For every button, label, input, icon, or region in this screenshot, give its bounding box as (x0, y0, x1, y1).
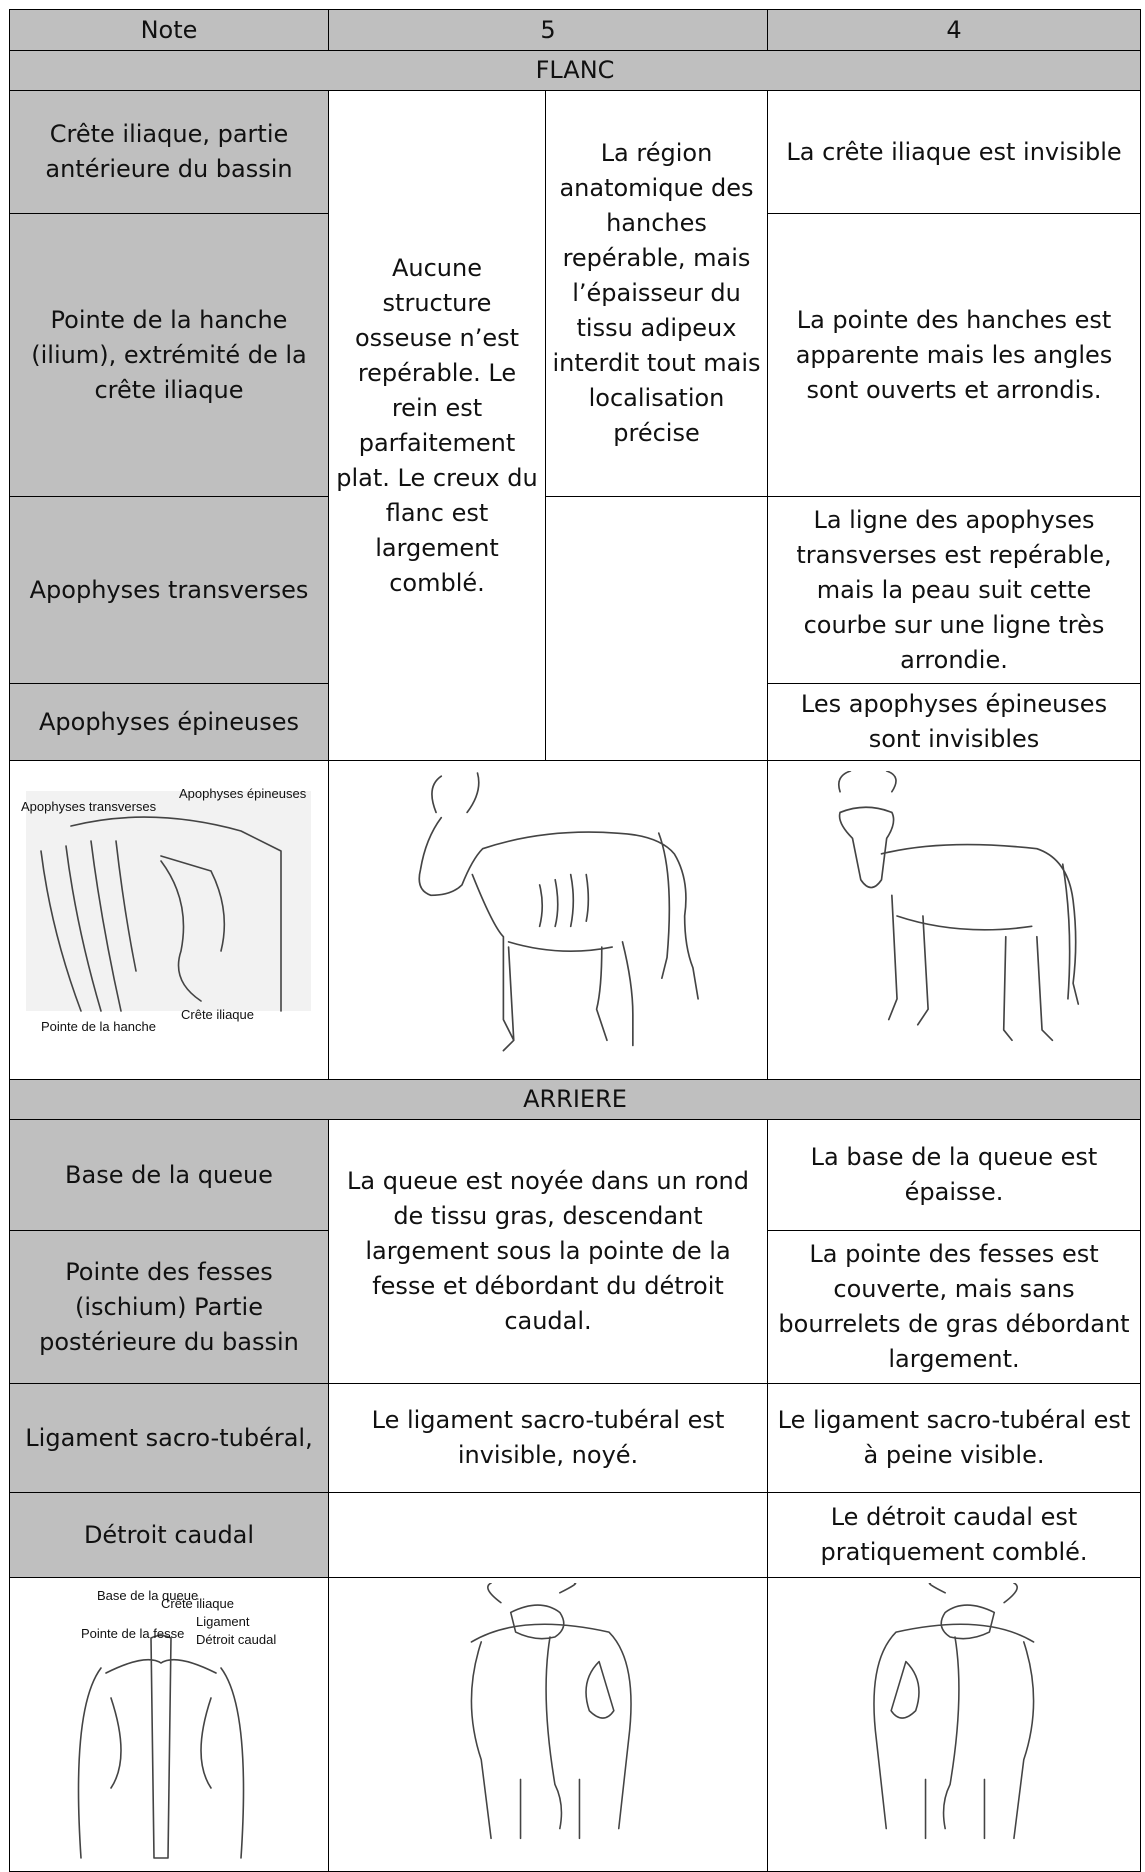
criterion: Apophyses épineuses (9, 683, 329, 761)
note4-cell: La base de la queue est épaisse. (767, 1119, 1141, 1231)
empty-cell (545, 496, 768, 761)
image-cell (328, 760, 768, 1080)
empty-cell (328, 1492, 768, 1578)
image-label: Pointe de la hanche (41, 1019, 156, 1034)
section-title: FLANC (9, 50, 1141, 91)
criterion: Pointe des fesses (ischium) Partie posté… (9, 1230, 329, 1384)
note4-cell: Les apophyses épineuses sont invisibles (767, 683, 1141, 761)
image-label: Ligament (196, 1614, 250, 1629)
row: Pointe des fesses (ischium) Partie posté… (9, 1230, 1141, 1384)
image-cell (767, 760, 1141, 1080)
note4-cell: La ligne des apophyses transverses est r… (767, 496, 1141, 684)
image-label: Apophyses épineuses (179, 786, 307, 801)
criterion: Apophyses transverses (9, 496, 329, 684)
cow-drawing (417, 772, 699, 1052)
row: Apophyses transverses La ligne des apoph… (9, 496, 1141, 761)
image-cell: Base de la queue Crête iliaque Ligament … (9, 1577, 329, 1872)
scoring-table: Note 5 4 FLANC Crête iliaque, partie ant… (9, 9, 1141, 1872)
skeleton-diagram: Apophyses transverses Apophyses épineuse… (21, 786, 311, 1034)
image-label: Détroit caudal (196, 1632, 276, 1647)
row: Apophyses épineuses Les apophyses épineu… (9, 683, 1141, 761)
row: Crête iliaque, partie antérieure du bass… (9, 90, 1141, 761)
cow-drawing (872, 1583, 1034, 1840)
criterion: Ligament sacro-tubéral, (9, 1383, 329, 1493)
note4-cell: La pointe des hanches est apparente mais… (767, 213, 1141, 497)
section-title: ARRIERE (9, 1079, 1141, 1120)
image-label: Apophyses transverses (21, 799, 157, 814)
note4-cell: Le détroit caudal est pratiquement combl… (767, 1492, 1141, 1578)
image-cell: Apophyses transverses Apophyses épineuse… (9, 760, 329, 1080)
row: Pointe de la hanche (ilium), extrémité d… (9, 213, 1141, 497)
rear-diagram: Base de la queue Crête iliaque Ligament … (77, 1588, 276, 1859)
note5-cell: La région anatomique des hanches repérab… (545, 90, 768, 497)
criterion: Base de la queue (9, 1119, 329, 1231)
section-row: ARRIERE (9, 1079, 1141, 1120)
row: Détroit caudal Le détroit caudal est pra… (9, 1492, 1141, 1578)
header-row: Note 5 4 (9, 9, 1141, 51)
note5-cell: Le ligament sacro-tubéral est invisible,… (328, 1383, 768, 1493)
row: Base de la queue La queue est noyée dans… (9, 1119, 1141, 1384)
note5-cell: La queue est noyée dans un rond de tissu… (328, 1119, 768, 1384)
cow-drawing (470, 1583, 632, 1840)
header-cell: 5 (328, 9, 768, 51)
header-cell: Note (9, 9, 329, 51)
image-label: Crête iliaque (181, 1007, 254, 1022)
criterion: Crête iliaque, partie antérieure du bass… (9, 90, 329, 214)
diagram-bg (25, 791, 311, 1011)
image-row: Base de la queue Crête iliaque Ligament … (9, 1577, 1141, 1872)
image-label: Base de la queue (97, 1588, 198, 1603)
note4-cell: La crête iliaque est invisible (767, 90, 1141, 214)
note4-cell: La pointe des fesses est couverte, mais … (767, 1230, 1141, 1384)
criterion: Détroit caudal (9, 1492, 329, 1578)
criterion: Pointe de la hanche (ilium), extrémité d… (9, 213, 329, 497)
image-row: Apophyses transverses Apophyses épineuse… (9, 760, 1141, 1080)
note5-cell: Aucune structure osseuse n’est repérable… (328, 90, 546, 761)
image-label: Pointe de la fesse (81, 1626, 184, 1641)
image-cell (767, 1577, 1141, 1872)
row: Ligament sacro-tubéral, Le ligament sacr… (9, 1383, 1141, 1493)
image-label: Crête iliaque (161, 1596, 234, 1611)
section-row: FLANC (9, 50, 1141, 91)
note4-cell: Le ligament sacro-tubéral est à peine vi… (767, 1383, 1141, 1493)
header-cell: 4 (767, 9, 1141, 51)
image-cell (328, 1577, 768, 1872)
ribs (39, 816, 282, 1012)
cow-drawing (837, 771, 1079, 1042)
